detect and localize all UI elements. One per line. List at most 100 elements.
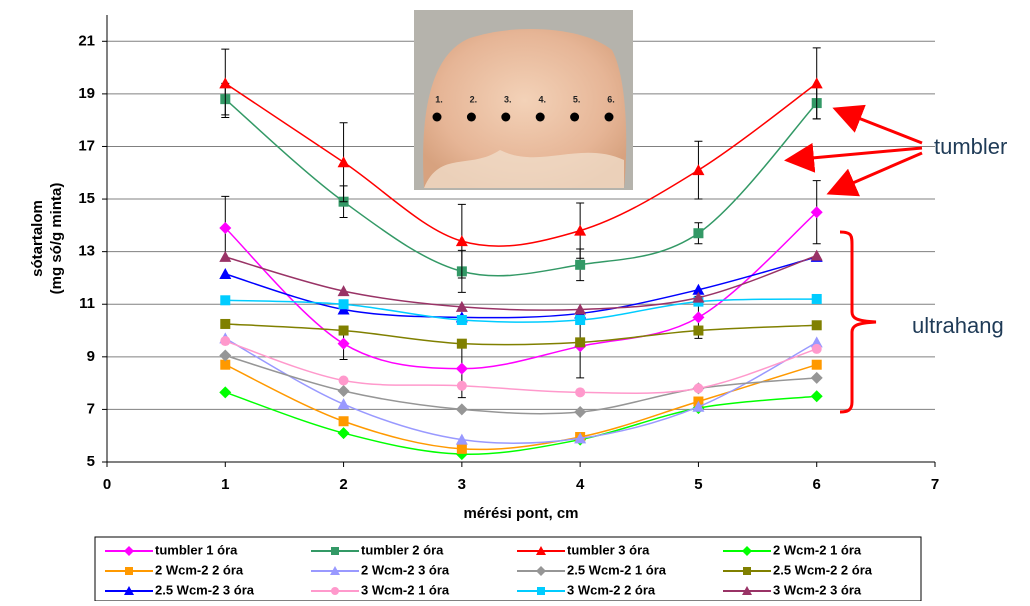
legend-label: 3 Wcm-2 2 óra xyxy=(567,582,656,597)
marker xyxy=(575,387,585,397)
x-axis-title: mérési pont, cm xyxy=(463,505,578,522)
marker xyxy=(339,299,349,309)
marker xyxy=(575,260,585,270)
marker xyxy=(693,383,703,393)
y-axis-title: (mg só/g minta) xyxy=(48,183,65,295)
marker xyxy=(220,295,230,305)
bracket xyxy=(840,232,876,412)
legend-marker xyxy=(331,547,339,555)
marker xyxy=(575,337,585,347)
y-axis-title: sótartalom xyxy=(29,200,46,277)
y-tick-label: 7 xyxy=(87,400,95,417)
photo-dot xyxy=(570,113,579,122)
marker xyxy=(219,350,231,362)
marker xyxy=(339,375,349,385)
x-tick-label: 0 xyxy=(103,476,111,493)
marker xyxy=(338,156,350,167)
marker xyxy=(692,311,704,323)
legend-marker xyxy=(537,587,545,595)
marker xyxy=(339,416,349,426)
photo-dot xyxy=(605,113,614,122)
marker xyxy=(575,315,585,325)
y-tick-label: 21 xyxy=(78,32,95,49)
annotations: tumbler ultrahang xyxy=(790,110,1007,412)
marker xyxy=(574,225,586,236)
photo-label: 5. xyxy=(573,94,581,104)
series xyxy=(220,360,821,454)
y-tick-label: 5 xyxy=(87,453,95,470)
series xyxy=(219,386,822,460)
marker xyxy=(812,344,822,354)
arrow xyxy=(838,110,922,143)
marker xyxy=(219,386,231,398)
marker xyxy=(219,77,231,88)
marker xyxy=(338,338,350,350)
line xyxy=(225,365,816,450)
photo-dot xyxy=(433,113,442,122)
y-tick-label: 13 xyxy=(78,243,95,260)
x-tick-label: 1 xyxy=(221,476,229,493)
legend-marker xyxy=(743,567,751,575)
y-tick-label: 19 xyxy=(78,85,95,102)
line xyxy=(225,392,816,454)
photo-dot xyxy=(536,113,545,122)
legend-label: 2.5 Wcm-2 1 óra xyxy=(567,562,667,577)
legend-label: tumbler 1 óra xyxy=(155,542,238,557)
series xyxy=(219,332,822,444)
marker xyxy=(338,427,350,439)
series xyxy=(220,319,821,349)
marker xyxy=(219,251,231,262)
marker xyxy=(220,336,230,346)
marker xyxy=(693,228,703,238)
marker xyxy=(457,381,467,391)
annotation: ultrahang xyxy=(912,313,1004,338)
annotation: tumbler xyxy=(934,134,1007,159)
legend-label: 3 Wcm-2 1 óra xyxy=(361,582,450,597)
photo-label: 4. xyxy=(538,94,546,104)
y-tick-label: 17 xyxy=(78,137,95,154)
legend-label: tumbler 2 óra xyxy=(361,542,444,557)
marker xyxy=(811,372,823,384)
marker xyxy=(811,77,823,88)
marker xyxy=(692,164,704,175)
legend-label: 2.5 Wcm-2 3 óra xyxy=(155,582,255,597)
legend-marker xyxy=(125,567,133,575)
x-tick-label: 5 xyxy=(694,476,702,493)
x-tick-label: 7 xyxy=(931,476,939,493)
marker xyxy=(456,235,468,246)
marker xyxy=(338,385,350,397)
marker xyxy=(812,320,822,330)
marker xyxy=(220,319,230,329)
legend-label: tumbler 3 óra xyxy=(567,542,650,557)
marker xyxy=(574,406,586,418)
marker xyxy=(457,444,467,454)
series xyxy=(219,181,822,398)
marker xyxy=(219,268,231,279)
photo-label: 6. xyxy=(607,94,615,104)
legend-label: 2 Wcm-2 2 óra xyxy=(155,562,244,577)
marker xyxy=(812,294,822,304)
chart: 57911131517192101234567mérési pont, cmsó… xyxy=(0,0,1030,601)
line xyxy=(225,356,816,414)
marker xyxy=(457,315,467,325)
photo: 1.2.3.4.5.6. xyxy=(414,10,633,190)
marker xyxy=(456,363,468,375)
photo-label: 3. xyxy=(504,94,512,104)
y-tick-label: 9 xyxy=(87,348,95,365)
legend-marker xyxy=(331,587,339,595)
legend-label: 3 Wcm-2 3 óra xyxy=(773,582,862,597)
legend-label: 2 Wcm-2 3 óra xyxy=(361,562,450,577)
legend-label: 2.5 Wcm-2 2 óra xyxy=(773,562,873,577)
marker xyxy=(811,390,823,402)
x-tick-label: 6 xyxy=(813,476,821,493)
marker xyxy=(812,360,822,370)
line xyxy=(225,324,816,345)
marker xyxy=(693,326,703,336)
series xyxy=(219,251,822,322)
photo-label: 2. xyxy=(470,94,478,104)
x-tick-label: 2 xyxy=(339,476,347,493)
marker xyxy=(457,339,467,349)
legend-label: 2 Wcm-2 1 óra xyxy=(773,542,862,557)
arrow xyxy=(832,153,922,192)
y-tick-label: 11 xyxy=(79,295,95,312)
